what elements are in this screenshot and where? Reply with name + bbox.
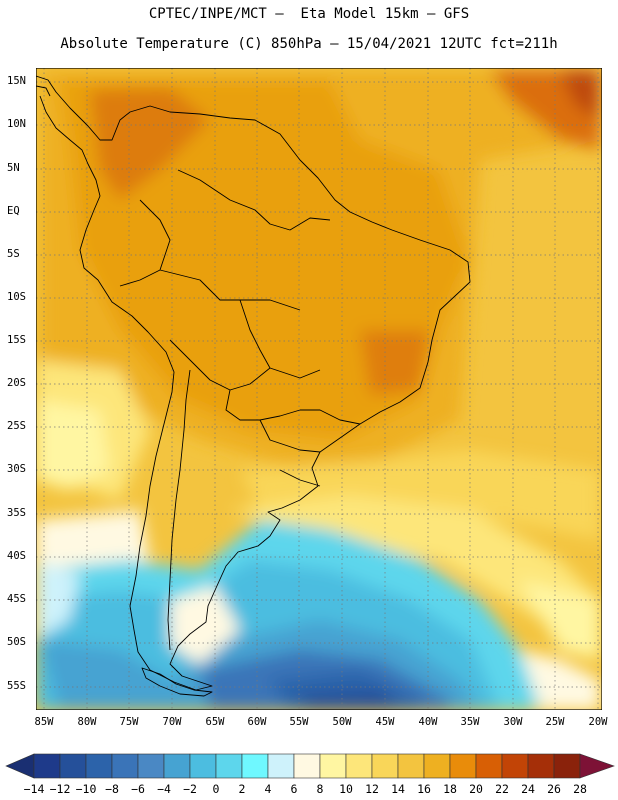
longitude-label: 55W [289, 716, 309, 728]
colorbar-cell [85, 753, 113, 779]
colorbar-cell [241, 753, 269, 779]
colorbar-cell [215, 753, 243, 779]
colorbar-label: 18 [443, 782, 457, 796]
colorbar-cell [111, 753, 139, 779]
longitude-label: 45W [375, 716, 395, 728]
colorbar-over-arrow [579, 753, 615, 779]
colorbar-cell [345, 753, 373, 779]
colorbar-cell [163, 753, 191, 779]
colorbar-label: −10 [75, 782, 97, 796]
color-scale-bar [5, 753, 615, 779]
longitude-label: 35W [460, 716, 480, 728]
colorbar-cell [527, 753, 555, 779]
longitude-label: 50W [332, 716, 352, 728]
colorbar-label: 4 [264, 782, 272, 796]
latitude-label: 10N [7, 118, 26, 130]
latitude-label: 30S [7, 463, 26, 475]
coastlines [36, 75, 471, 697]
colorbar-cell [137, 753, 165, 779]
colorbar-label: −8 [105, 782, 119, 796]
colorbar-cell [371, 753, 399, 779]
colorbar-label: 6 [290, 782, 298, 796]
latitude-label: 55S [7, 680, 26, 692]
colorbar-label: 24 [521, 782, 535, 796]
colorbar-label: −6 [131, 782, 145, 796]
colorbar-label: 10 [339, 782, 353, 796]
longitude-label: 60W [247, 716, 267, 728]
colorbar-cell [501, 753, 529, 779]
colorbar-cell [267, 753, 295, 779]
colorbar-label: −12 [49, 782, 71, 796]
colorbar-label: 2 [238, 782, 246, 796]
longitude-label: 25W [545, 716, 565, 728]
longitude-label: 65W [205, 716, 225, 728]
colorbar-label: 22 [495, 782, 509, 796]
colorbar-cell [319, 753, 347, 779]
colorbar-cell [553, 753, 581, 779]
latitude-label: 15N [7, 75, 26, 87]
longitude-label: 40W [418, 716, 438, 728]
latitude-label: 35S [7, 507, 26, 519]
latitude-label: 45S [7, 593, 26, 605]
colorbar-label: 8 [316, 782, 324, 796]
colorbar-cell [423, 753, 451, 779]
latitude-label: 50S [7, 636, 26, 648]
longitude-label: 75W [119, 716, 139, 728]
longitude-label: 20W [588, 716, 608, 728]
latitude-label: 25S [7, 420, 26, 432]
colorbar-label: 12 [365, 782, 379, 796]
longitude-label: 70W [162, 716, 182, 728]
longitude-label: 80W [77, 716, 97, 728]
latitude-label: 5S [7, 248, 20, 260]
colorbar-label: 0 [212, 782, 220, 796]
colorbar-label: 16 [417, 782, 431, 796]
longitude-label: 30W [503, 716, 523, 728]
longitude-label: 85W [34, 716, 54, 728]
latitude-label: 10S [7, 291, 26, 303]
colorbar-label: 26 [547, 782, 561, 796]
latitude-label: 5N [7, 162, 20, 174]
colorbar-label: −14 [23, 782, 45, 796]
colorbar-cell [33, 753, 61, 779]
colorbar-cell [293, 753, 321, 779]
temperature-field [36, 68, 602, 710]
colorbar-cell [189, 753, 217, 779]
chart-title-line-2: Absolute Temperature (C) 850hPa – 15/04/… [60, 36, 558, 52]
latitude-label: EQ [7, 205, 20, 217]
colorbar-label: −4 [157, 782, 171, 796]
colorbar-label: −2 [183, 782, 197, 796]
chart-title-line-1: CPTEC/INPE/MCT – Eta Model 15km – GFS [148, 6, 470, 22]
colorbar-cell [397, 753, 425, 779]
colorbar-label: 20 [469, 782, 483, 796]
latitude-label: 20S [7, 377, 26, 389]
colorbar-label: 28 [573, 782, 587, 796]
colorbar-cell [59, 753, 87, 779]
colorbar-cell [475, 753, 503, 779]
latitude-label: 15S [7, 334, 26, 346]
latitude-label: 40S [7, 550, 26, 562]
colorbar-under-arrow [5, 753, 35, 779]
colorbar-label: 14 [391, 782, 405, 796]
colorbar-cell [449, 753, 477, 779]
